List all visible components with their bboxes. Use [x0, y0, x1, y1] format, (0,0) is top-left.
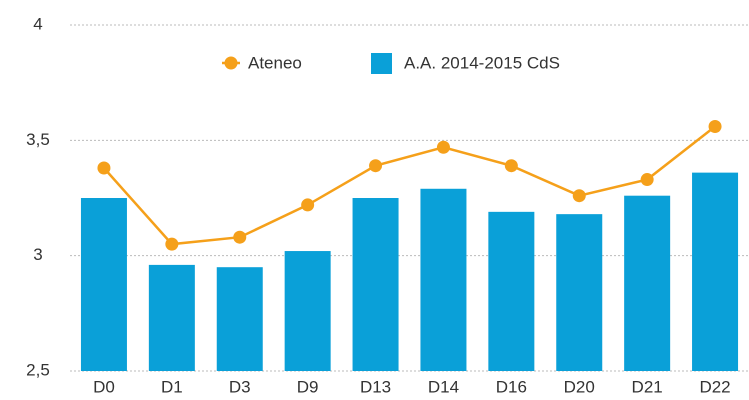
bar	[488, 211, 535, 371]
line-marker	[165, 237, 179, 251]
y-tick-label: 3	[33, 245, 42, 264]
bar	[624, 195, 671, 371]
line-marker	[708, 119, 722, 133]
line-marker	[640, 173, 654, 187]
y-tick-label: 4	[33, 14, 42, 33]
line-marker	[369, 159, 383, 173]
line-marker	[97, 161, 111, 175]
bar	[692, 172, 739, 371]
bar	[284, 251, 331, 371]
x-tick-label: D13	[360, 377, 391, 396]
x-tick-label: D1	[161, 377, 183, 396]
x-tick-label: D20	[564, 377, 595, 396]
x-tick-label: D14	[428, 377, 459, 396]
legend-label: A.A. 2014-2015 CdS	[404, 53, 560, 72]
bar	[216, 267, 263, 371]
legend-marker	[224, 56, 238, 70]
bar	[556, 214, 603, 371]
x-tick-label: D22	[699, 377, 730, 396]
x-tick-label: D0	[93, 377, 115, 396]
x-tick-label: D21	[632, 377, 663, 396]
line-marker	[301, 198, 315, 212]
bar	[80, 198, 127, 371]
line-marker	[572, 189, 586, 203]
bar	[352, 198, 399, 371]
x-tick-label: D3	[229, 377, 251, 396]
x-tick-label: D9	[297, 377, 319, 396]
legend-swatch	[371, 53, 392, 74]
line	[103, 125, 716, 246]
line-marker	[436, 140, 450, 154]
line-marker	[504, 159, 518, 173]
x-tick-label: D16	[496, 377, 527, 396]
y-tick-label: 2,5	[26, 360, 50, 379]
bar	[148, 264, 195, 371]
y-tick-label: 3,5	[26, 130, 50, 149]
line-marker	[233, 230, 247, 244]
bar	[420, 188, 467, 371]
legend-label: Ateneo	[248, 53, 302, 72]
